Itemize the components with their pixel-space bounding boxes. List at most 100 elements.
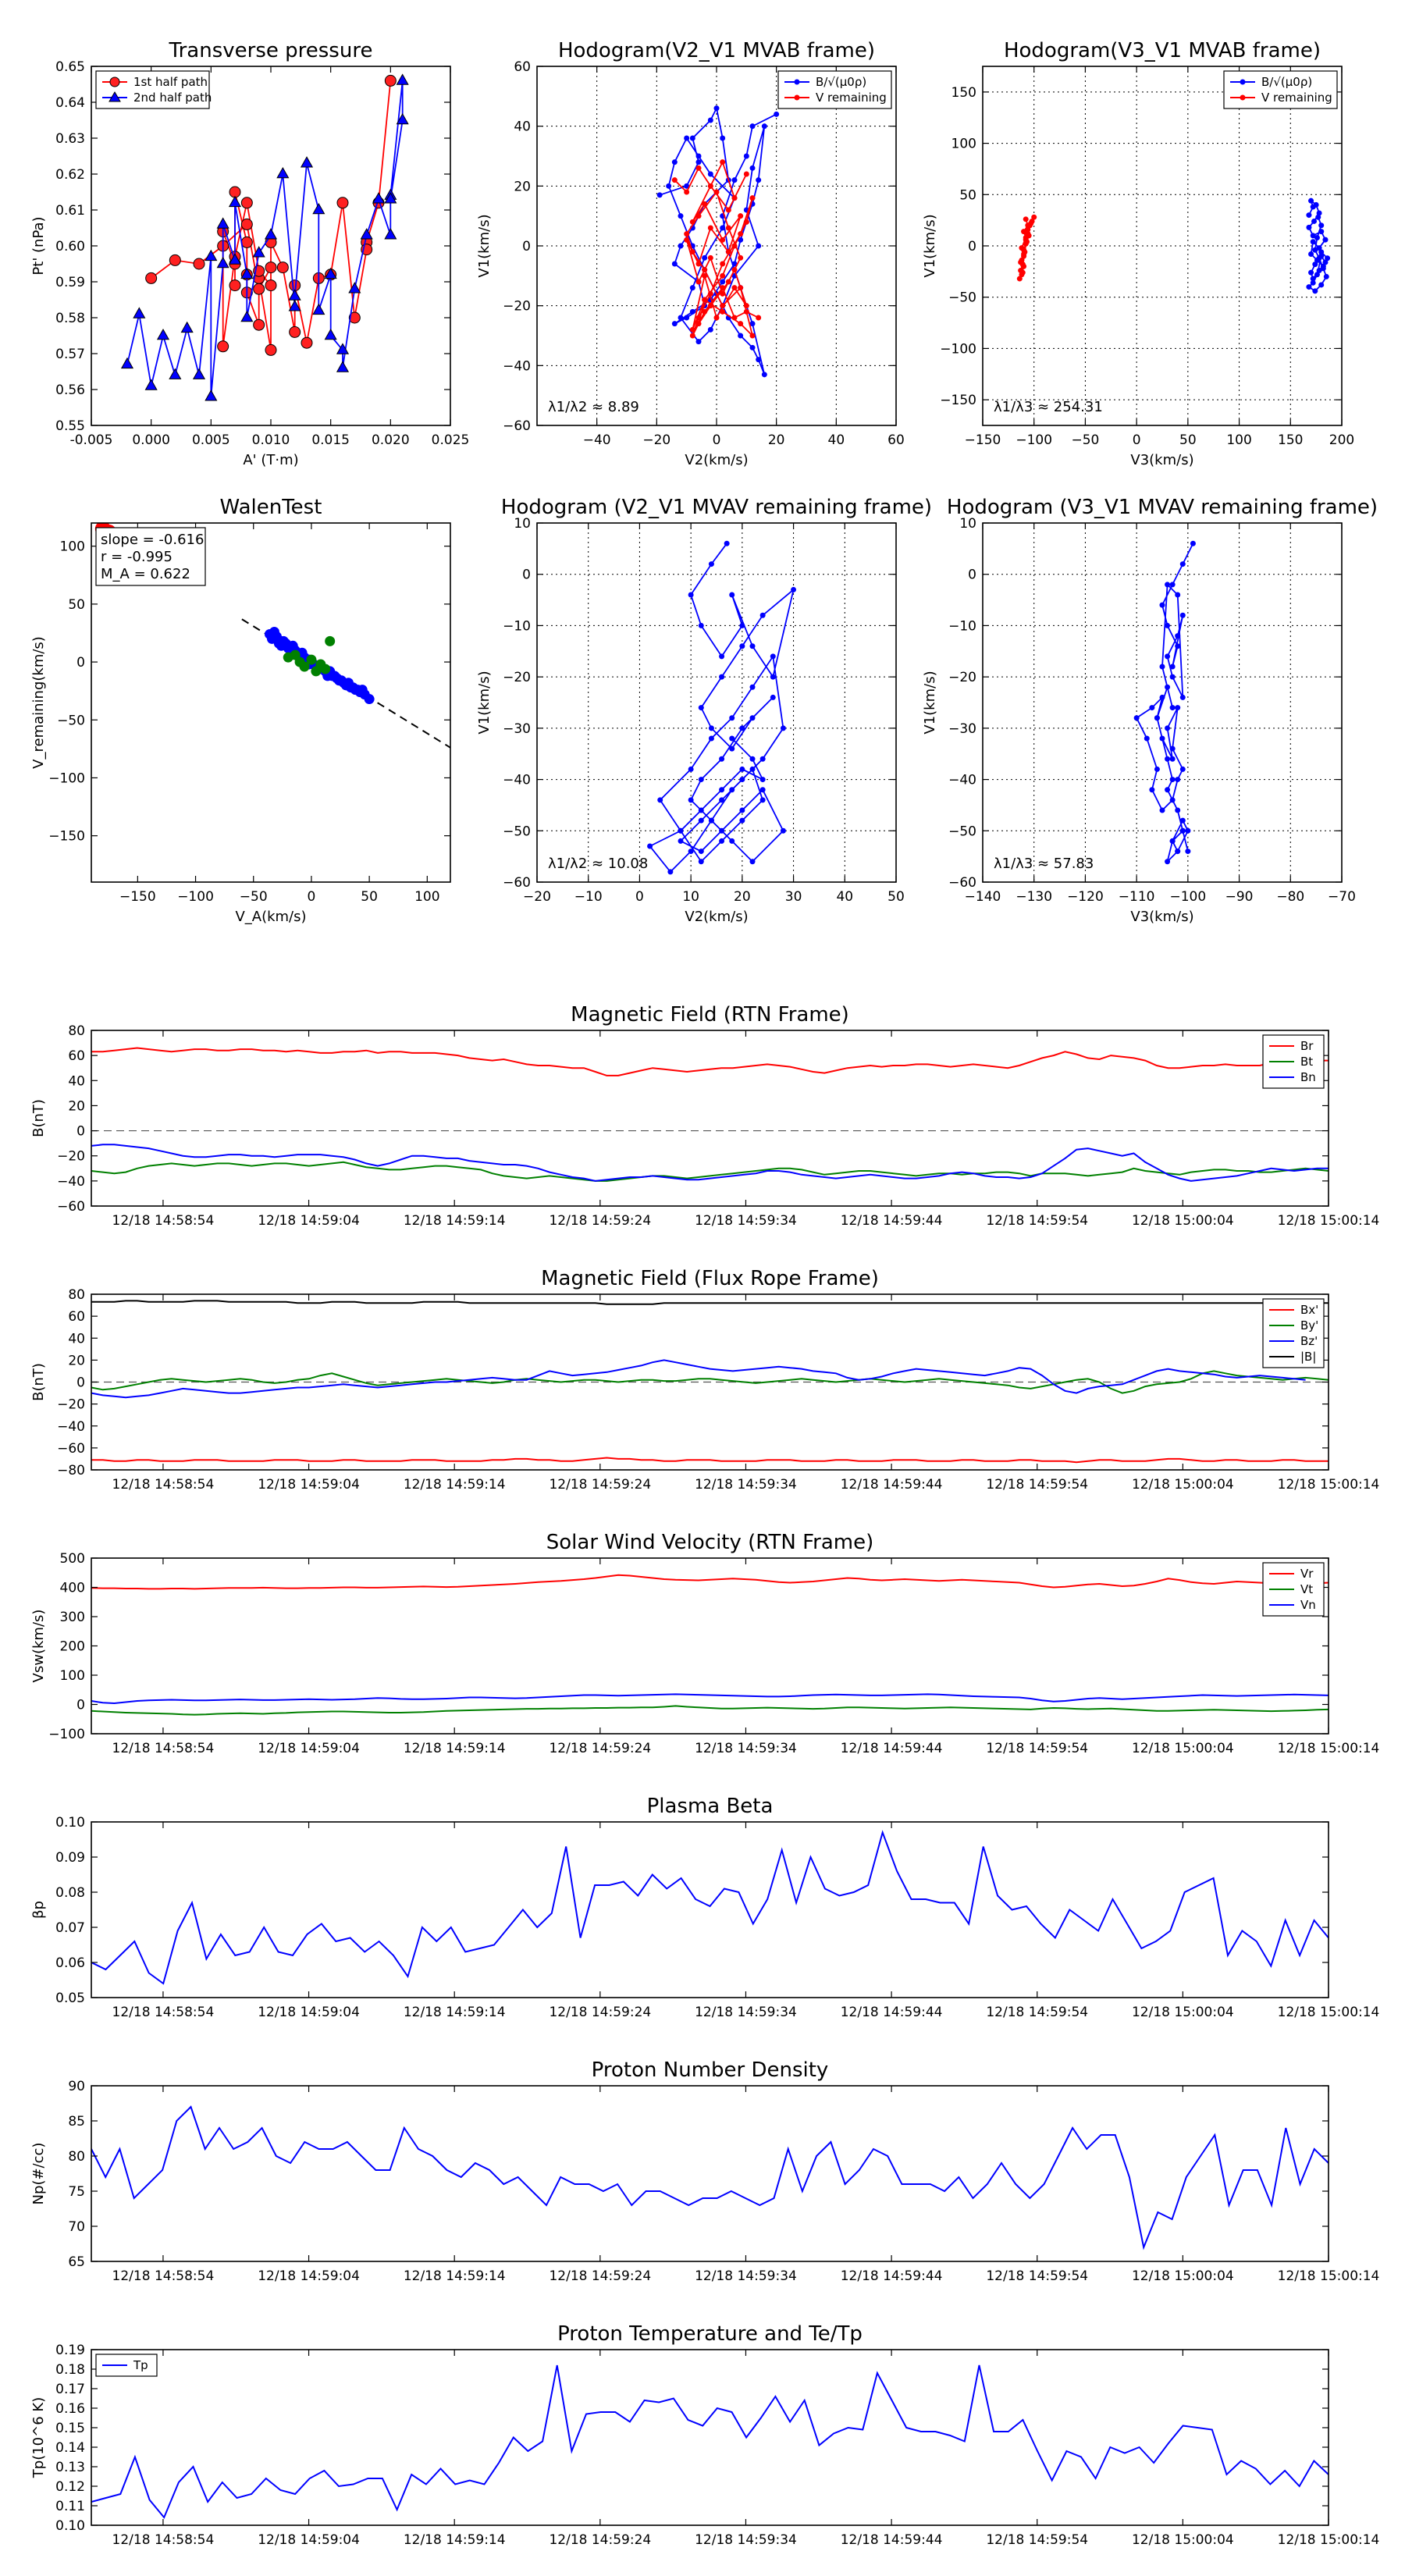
y-tick-label: 0	[76, 1375, 85, 1391]
data-point	[240, 197, 253, 209]
data-point	[702, 272, 708, 279]
data-point	[702, 308, 708, 315]
data-point	[719, 674, 725, 680]
data-point	[1165, 622, 1171, 628]
data-point	[729, 787, 735, 793]
data-point	[1031, 214, 1037, 220]
legend-label: Vt	[1300, 1582, 1313, 1596]
data-point	[1165, 756, 1171, 762]
data-point	[1318, 229, 1325, 235]
data-point	[1175, 777, 1181, 783]
y-tick-label: 70	[68, 2219, 85, 2235]
series-line-1	[91, 1370, 1329, 1394]
data-point	[120, 357, 134, 369]
data-point	[1169, 838, 1176, 844]
y-tick-label: 0.07	[55, 1920, 85, 1936]
x-tick-label: 12/18 14:59:24	[549, 2005, 651, 2020]
x-tick-label: 0.015	[311, 432, 350, 448]
data-point	[731, 243, 738, 249]
legend-marker	[108, 91, 121, 102]
y-tick-label: 10	[514, 516, 531, 532]
x-tick-label: 12/18 14:59:14	[404, 2268, 506, 2284]
x-tick-label: 12/18 14:59:14	[404, 1741, 506, 1756]
legend-label: |B|	[1300, 1350, 1316, 1364]
y-tick-label: 0.60	[55, 239, 85, 254]
data-point	[1165, 582, 1171, 588]
data-point	[756, 357, 762, 363]
y-tick-label: −60	[503, 875, 531, 891]
data-point	[656, 192, 663, 198]
data-point	[180, 321, 194, 333]
series-line-1	[91, 1705, 1329, 1716]
y-tick-label: −40	[503, 358, 531, 374]
y-tick-label: −150	[940, 393, 976, 408]
data-point	[384, 74, 397, 87]
data-point	[1169, 582, 1176, 588]
chart-title: Proton Number Density	[592, 2058, 829, 2082]
data-point	[689, 333, 695, 339]
data-point	[739, 622, 745, 628]
data-point	[1169, 705, 1176, 711]
data-point	[731, 195, 738, 201]
y-axis-label: V1(km/s)	[922, 214, 938, 277]
legend: B/√(μ0ρ) V remaining	[1223, 70, 1338, 109]
x-tick-label: 0.010	[252, 432, 290, 448]
data-point	[708, 561, 714, 568]
x-tick-label: 12/18 14:59:24	[549, 2268, 651, 2284]
data-point	[205, 249, 218, 262]
data-point	[1175, 643, 1181, 649]
data-point	[1318, 249, 1325, 255]
x-tick-label: 12/18 14:59:44	[841, 1213, 943, 1229]
x-tick-label: 12/18 14:59:04	[258, 1477, 360, 1493]
x-tick-label: −100	[1016, 432, 1052, 448]
data-point	[312, 202, 325, 215]
y-tick-label: −50	[57, 713, 85, 728]
y-axis-label: B(nT)	[30, 1363, 47, 1401]
y-tick-label: 0.56	[55, 382, 85, 398]
x-tick-label: 150	[1278, 432, 1303, 448]
x-tick-label: 40	[836, 889, 853, 905]
data-point	[689, 285, 695, 291]
x-tick-label: −100	[1170, 889, 1207, 905]
data-point	[708, 735, 714, 742]
data-point	[720, 159, 726, 165]
plot-area	[91, 1830, 1329, 1985]
data-point	[364, 694, 375, 705]
y-tick-label: 400	[60, 1581, 85, 1596]
y-tick-label: 0.18	[55, 2362, 85, 2378]
axes-frame	[982, 522, 1343, 883]
x-tick-label: 12/18 15:00:04	[1132, 2268, 1234, 2284]
data-point	[738, 254, 744, 261]
y-tick-label: 80	[68, 2149, 85, 2165]
y-tick-label: −100	[48, 770, 85, 786]
data-point	[743, 308, 749, 315]
data-point	[1175, 592, 1181, 598]
x-tick-label: 0	[713, 432, 721, 448]
annotation-line: r = -0.995	[101, 549, 173, 565]
legend-label: Tp	[133, 2358, 148, 2372]
data-point	[749, 756, 756, 762]
data-point	[228, 253, 242, 265]
data-point	[647, 843, 653, 849]
y-axis-label: βp	[30, 1901, 47, 1919]
series-line-2	[91, 1144, 1329, 1182]
data-point	[720, 135, 726, 141]
data-point	[719, 827, 725, 834]
data-point	[1024, 239, 1030, 245]
y-tick-label: 75	[68, 2184, 85, 2200]
x-tick-label: 12/18 14:59:04	[258, 2532, 360, 2548]
data-point	[1165, 725, 1171, 731]
data-point	[749, 684, 756, 690]
data-point	[749, 715, 756, 721]
x-tick-label: 12/18 14:59:54	[986, 1477, 1088, 1493]
x-tick-label: 50	[887, 889, 905, 905]
data-point	[336, 197, 349, 209]
y-tick-label: −150	[48, 829, 85, 845]
x-tick-label: 12/18 14:59:24	[549, 1213, 651, 1229]
data-point	[720, 237, 726, 243]
data-point	[720, 279, 726, 285]
x-tick-label: 12/18 14:59:14	[404, 2005, 506, 2020]
y-tick-label: 0.08	[55, 1885, 85, 1901]
chart-title: Hodogram (V2_V1 MVAV remaining frame)	[501, 496, 932, 519]
plot-area	[1016, 197, 1331, 294]
